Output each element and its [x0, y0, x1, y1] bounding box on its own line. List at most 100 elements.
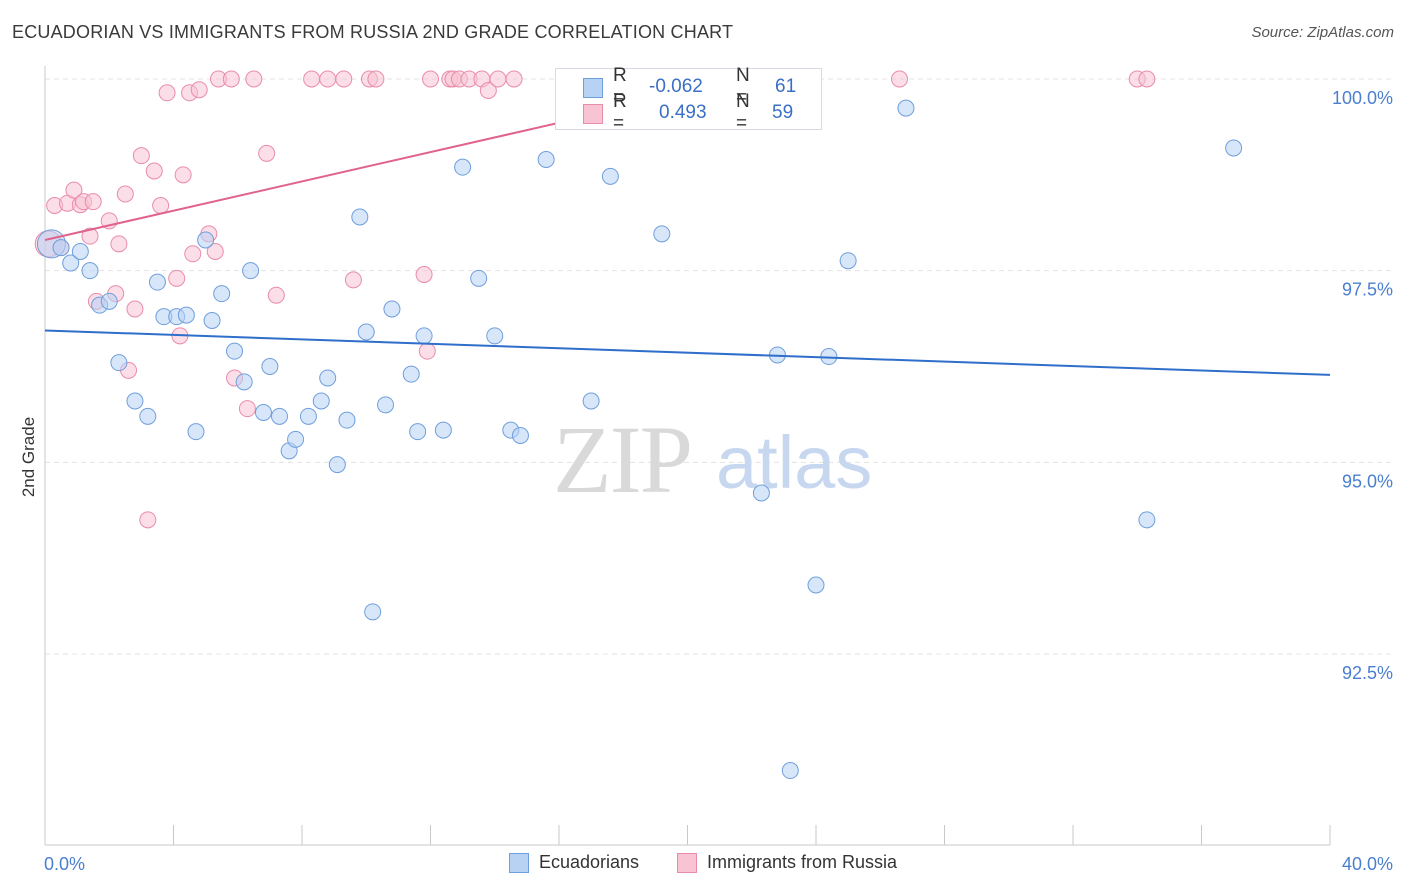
- ecuadorian-point: [126, 392, 144, 410]
- legend-swatch-ecuadorians: [508, 852, 529, 873]
- tick-labels: 92.5% 95.0% 97.5% 100.0% 0.0% 40.0%: [44, 88, 1393, 874]
- ecuadorian-point: [434, 421, 452, 439]
- legend-swatch-russia: [583, 104, 603, 124]
- russia-point: [238, 400, 256, 418]
- russia-point: [303, 70, 321, 88]
- ecuadorian-point: [197, 231, 215, 249]
- ecuadorian-point: [62, 254, 80, 272]
- ecuadorian-point: [71, 243, 89, 260]
- ecuadorian-point: [377, 396, 395, 414]
- russia-point: [319, 70, 337, 88]
- legend-r-value: -0.062: [649, 76, 703, 97]
- legend-swatch-ecuadorians: [583, 78, 603, 98]
- russia-point: [65, 181, 83, 199]
- russia-point: [489, 70, 507, 88]
- series-ecuadorians-points: [36, 70, 1243, 780]
- russia-point: [190, 81, 208, 99]
- bottom-legend: Ecuadorians Immigrants from Russia: [0, 852, 1406, 873]
- ecuadorian-point: [213, 285, 231, 303]
- ecuadorian-point: [254, 404, 272, 421]
- ecuadorian-point: [839, 252, 857, 270]
- russia-point: [245, 70, 263, 88]
- ecuadorian-point: [486, 327, 504, 345]
- watermark-zip: ZIP: [553, 406, 691, 513]
- russia-point: [418, 342, 436, 360]
- russia-point: [174, 166, 192, 184]
- ecuadorian-point: [271, 407, 289, 425]
- ecuadorian-point: [357, 323, 375, 341]
- legend-item-russia[interactable]: Immigrants from Russia: [677, 852, 897, 873]
- ecuadorian-point: [470, 269, 488, 287]
- grid-lines: [45, 78, 1394, 655]
- ecuadorian-point: [226, 342, 244, 360]
- ecuadorian-point: [299, 407, 317, 425]
- ecuadorian-point: [312, 392, 330, 410]
- legend-r-value: 0.493: [659, 102, 707, 123]
- ecuadorian-point: [582, 392, 600, 410]
- x-tick-label: 0.0%: [44, 854, 85, 874]
- russia-point: [84, 193, 102, 211]
- y-tick-label: 92.5%: [1342, 663, 1393, 683]
- trend-line-ecuadorians: [44, 329, 1331, 376]
- ecuadorian-point: [409, 423, 427, 441]
- ecuadorian-point: [897, 99, 915, 117]
- russia-point: [222, 70, 240, 88]
- russia-point: [168, 269, 186, 287]
- ecuadorian-point: [52, 239, 70, 257]
- y-tick-label: 95.0%: [1342, 471, 1393, 491]
- source-credit: Source: ZipAtlas.com: [1251, 24, 1394, 41]
- legend-r-label: R =: [613, 65, 627, 108]
- watermark: ZIP atlas: [553, 406, 872, 513]
- ecuadorian-point: [81, 262, 99, 280]
- russia-point: [422, 70, 439, 88]
- y-tick-label: 97.5%: [1342, 280, 1393, 300]
- ecuadorian-point: [781, 762, 799, 780]
- russia-point: [891, 70, 909, 88]
- ecuadorian-point: [242, 262, 260, 280]
- ecuadorian-point: [338, 411, 356, 429]
- ecuadorian-point: [1225, 139, 1243, 157]
- russia-point: [81, 227, 99, 245]
- russia-point: [258, 144, 276, 162]
- russia-point: [344, 271, 362, 289]
- ecuadorian-point: [319, 369, 337, 387]
- ecuadorian-point: [402, 365, 420, 383]
- ecuadorian-point: [351, 208, 369, 226]
- ecuadorian-point: [139, 407, 157, 425]
- russia-point: [152, 197, 170, 214]
- russia-point: [132, 147, 150, 165]
- watermark-atlas: atlas: [716, 421, 872, 504]
- russia-point: [145, 162, 163, 180]
- legend-n-value: 61: [775, 76, 797, 97]
- russia-point: [110, 235, 128, 253]
- ecuadorian-point: [287, 430, 305, 448]
- ecuadorian-point: [601, 167, 619, 185]
- ecuadorian-point: [752, 484, 770, 502]
- russia-point: [1138, 70, 1156, 88]
- russia-point: [116, 185, 134, 203]
- y-axis-label: 2nd Grade: [19, 417, 38, 497]
- ecuadorian-point: [148, 273, 166, 291]
- legend-swatch-russia: [677, 852, 698, 873]
- ecuadorian-point: [328, 456, 346, 474]
- legend-r-label: R =: [613, 91, 627, 134]
- russia-point: [267, 286, 285, 304]
- russia-point: [126, 300, 144, 318]
- chart-title: ECUADORIAN VS IMMIGRANTS FROM RUSSIA 2ND…: [12, 22, 734, 42]
- russia-point: [415, 266, 433, 283]
- russia-point: [184, 245, 202, 263]
- russia-point: [139, 511, 157, 529]
- russia-point: [367, 70, 385, 88]
- legend-item-ecuadorians[interactable]: Ecuadorians: [508, 852, 640, 873]
- ecuadorian-point: [235, 373, 253, 391]
- legend-n-value: 59: [772, 102, 794, 123]
- ecuadorian-point: [261, 358, 279, 375]
- y-tick-label: 100.0%: [1332, 88, 1393, 108]
- ecuadorian-point: [177, 306, 195, 324]
- russia-point: [335, 70, 353, 88]
- legend-label-russia: Immigrants from Russia: [707, 852, 898, 872]
- ecuadorian-point: [415, 327, 433, 345]
- legend-label-ecuadorians: Ecuadorians: [538, 852, 640, 872]
- ecuadorian-point: [110, 354, 128, 372]
